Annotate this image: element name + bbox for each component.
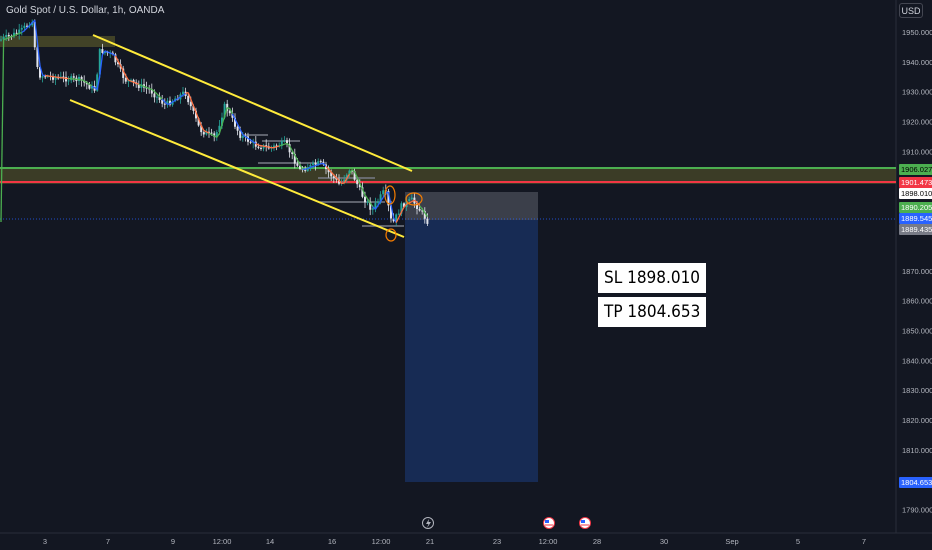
price-axis[interactable]: 1950.000 1940.000 1930.000 1920.000 1910.000… xyxy=(902,28,932,515)
entry-marker xyxy=(405,192,423,206)
price-tick-label: 1910.000 xyxy=(902,147,932,156)
price-tag: 1906.027 xyxy=(899,164,932,175)
price-tag: 1898.010 xyxy=(899,188,932,199)
take-profit-zone[interactable] xyxy=(405,220,538,482)
price-tick-label: 1810.000 xyxy=(902,446,932,455)
price-tick-label: 1870.000 xyxy=(902,267,932,276)
time-tick-label: 16 xyxy=(328,537,336,546)
time-tick-label: 23 xyxy=(493,537,501,546)
stop-loss-label: SL 1898.010 xyxy=(598,263,707,293)
time-tick-label: 5 xyxy=(796,537,800,546)
swing-low-marker xyxy=(385,228,397,242)
price-tick-label: 1950.000 xyxy=(902,28,932,37)
channel-upper-line[interactable] xyxy=(92,34,413,172)
price-tick-label: 1940.000 xyxy=(902,58,932,67)
channel-lower-line[interactable] xyxy=(69,99,405,238)
time-tick-label: 9 xyxy=(171,537,175,546)
time-tick-label: 12:00 xyxy=(213,537,232,546)
time-tick-label: 12:00 xyxy=(539,537,558,546)
lightning-icon[interactable] xyxy=(422,517,434,529)
time-tick-label: 7 xyxy=(862,537,866,546)
time-tick-label: 21 xyxy=(426,537,434,546)
time-tick-label: 30 xyxy=(660,537,668,546)
time-axis[interactable]: 3 7 9 12:00 14 16 12:00 21 23 12:00 28 30 Sep 5 7 xyxy=(43,537,866,546)
take-profit-label: TP 1804.653 xyxy=(598,297,707,327)
price-tick-label: 1850.000 xyxy=(902,327,932,336)
price-tick-label: 1840.000 xyxy=(902,356,932,365)
supply-zone-band xyxy=(0,168,896,184)
price-tag: 1890.205 xyxy=(899,202,932,213)
price-tick-label: 1930.000 xyxy=(902,88,932,97)
time-tick-label: Sep xyxy=(725,537,738,546)
symbol-title[interactable]: Gold Spot / U.S. Dollar, 1h, OANDA xyxy=(6,5,165,16)
time-tick-label: 14 xyxy=(266,537,274,546)
time-tick-label: 3 xyxy=(43,537,47,546)
price-tick-label: 1860.000 xyxy=(902,297,932,306)
supply-zone-top xyxy=(0,36,115,47)
price-tick-label: 1790.000 xyxy=(902,506,932,515)
moving-average-line xyxy=(0,19,428,223)
price-tag: 1804.653 xyxy=(899,477,932,488)
price-tag: 1889.545 xyxy=(899,213,932,224)
us-flag-icon[interactable] xyxy=(579,517,591,529)
price-tag: 1901.473 xyxy=(899,177,932,188)
price-tick-label: 1820.000 xyxy=(902,416,932,425)
us-flag-icon[interactable] xyxy=(543,517,555,529)
candlestick-series xyxy=(0,19,429,227)
price-tick-label: 1830.000 xyxy=(902,386,932,395)
price-tick-label: 1920.000 xyxy=(902,118,932,127)
time-tick-label: 28 xyxy=(593,537,601,546)
swing-high-marker xyxy=(384,185,396,205)
currency-button[interactable]: USD xyxy=(899,3,923,18)
time-tick-label: 7 xyxy=(106,537,110,546)
price-tag: 1889.435 xyxy=(899,224,932,235)
time-tick-label: 12:00 xyxy=(372,537,391,546)
